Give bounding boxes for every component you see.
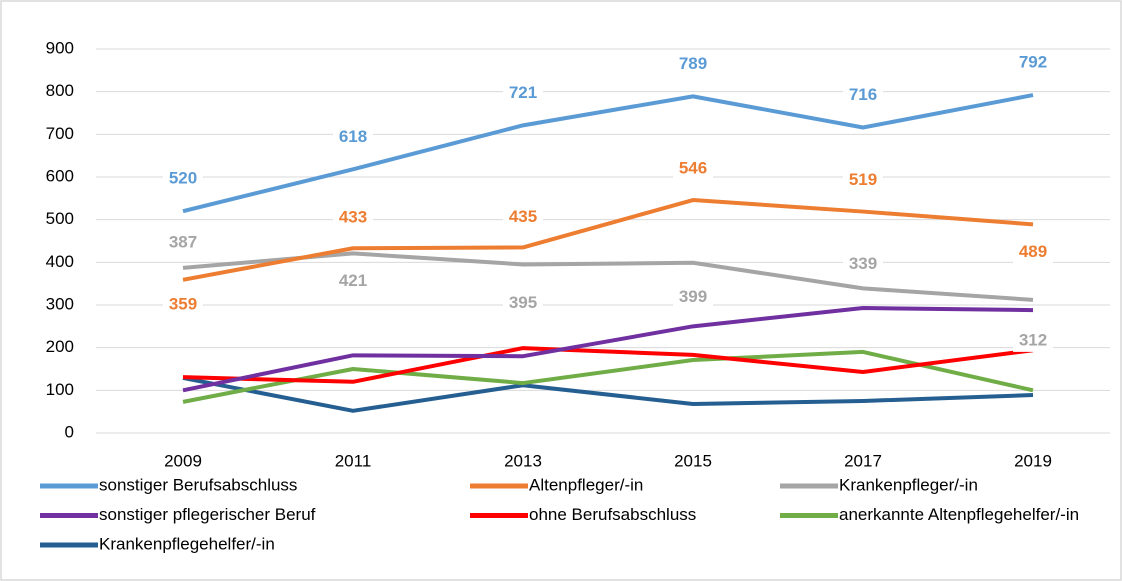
data-label: 339: [849, 254, 877, 273]
data-label: 721: [509, 83, 537, 102]
y-tick-label: 700: [46, 124, 74, 143]
y-tick-label: 200: [46, 337, 74, 356]
data-label: 359: [169, 294, 197, 313]
y-tick-label: 600: [46, 166, 74, 185]
series-line: [182, 375, 1034, 413]
y-tick-label: 900: [46, 38, 74, 57]
data-label: 433: [339, 208, 367, 227]
x-tick-label: 2015: [674, 451, 712, 470]
legend-label: Krankenpfleger/-in: [839, 475, 978, 494]
data-label-bg: [673, 286, 713, 309]
data-label-bg: [163, 293, 203, 316]
data-label-bg: [843, 253, 883, 276]
series-line: [182, 305, 1034, 393]
data-label: 435: [509, 207, 537, 226]
y-tick-label: 0: [65, 422, 74, 441]
data-label-bg: [503, 82, 543, 105]
legend-label: sonstiger Berufsabschluss: [99, 475, 297, 494]
legend-label: Krankenpflegehelfer/-in: [99, 534, 275, 553]
data-label: 792: [1019, 53, 1047, 72]
data-label: 489: [1019, 242, 1047, 261]
legend-label: Altenpfleger/-in: [529, 475, 643, 494]
data-label-bg: [1013, 52, 1053, 75]
data-label-bg: [1013, 329, 1053, 352]
legend-label: anerkannte Altenpflegehelfer/-in: [839, 505, 1079, 524]
data-label-bg: [333, 126, 373, 149]
data-label-bg: [333, 270, 373, 293]
data-label-bg: [673, 158, 713, 181]
data-label: 519: [849, 170, 877, 189]
y-tick-label: 300: [46, 294, 74, 313]
x-tick-label: 2019: [1014, 451, 1052, 470]
data-label: 716: [849, 85, 877, 104]
y-tick-label: 400: [46, 252, 74, 271]
x-tick-label: 2009: [164, 451, 202, 470]
y-tick-label: 800: [46, 81, 74, 100]
data-label-bg: [1013, 241, 1053, 264]
series-line: [182, 346, 1034, 384]
series-line: [182, 251, 1034, 302]
data-label: 312: [1019, 330, 1047, 349]
data-label: 387: [169, 232, 197, 251]
data-label-bg: [843, 169, 883, 192]
x-tick-label: 2017: [844, 451, 882, 470]
data-label: 421: [339, 271, 367, 290]
data-label: 395: [509, 293, 537, 312]
data-label: 399: [679, 287, 707, 306]
legend-label: ohne Berufsabschluss: [529, 505, 696, 524]
x-tick-label: 2011: [335, 451, 372, 470]
data-label-bg: [503, 206, 543, 229]
data-label: 618: [339, 127, 367, 146]
series-line: [182, 198, 1034, 282]
data-label-bg: [163, 231, 203, 254]
data-label-bg: [333, 207, 373, 230]
data-label-bg: [163, 168, 203, 191]
data-label-bg: [843, 84, 883, 107]
data-label-bg: [503, 292, 543, 315]
data-label: 546: [679, 159, 707, 178]
x-tick-label: 2013: [504, 451, 542, 470]
legend-label: sonstiger pflegerischer Beruf: [99, 505, 316, 524]
y-tick-label: 100: [46, 380, 74, 399]
data-label: 520: [169, 169, 197, 188]
series-line: [182, 93, 1034, 214]
data-label: 789: [679, 54, 707, 73]
y-tick-label: 500: [46, 209, 74, 228]
series-line: [182, 349, 1034, 404]
data-label-bg: [673, 53, 713, 76]
